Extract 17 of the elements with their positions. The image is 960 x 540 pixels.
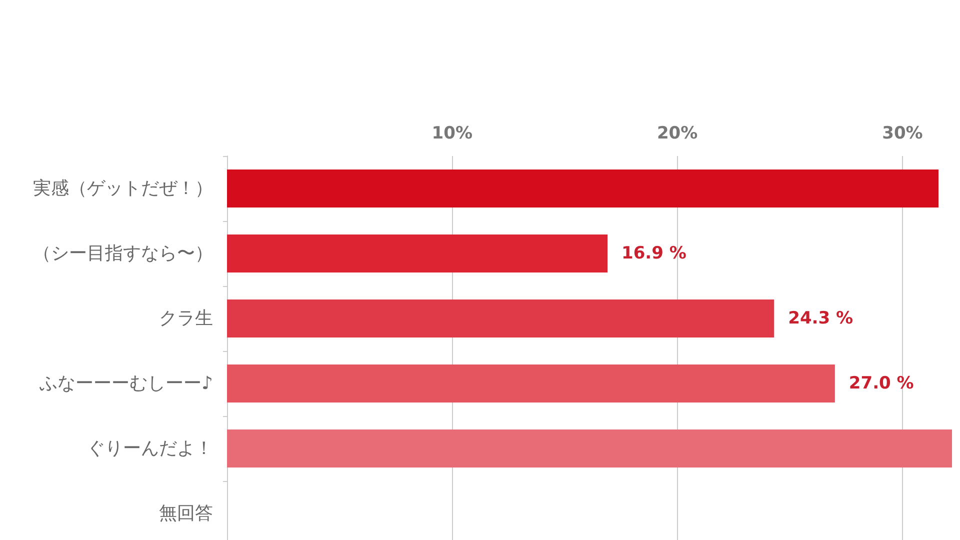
bar [227,430,952,468]
bar [227,364,835,402]
x-tick-label: 30% [882,124,923,144]
y-tick-label: ふなーーーむしーー♪ [38,373,213,394]
x-tick-label: 20% [656,124,698,144]
x-tick-label: 10% [432,124,473,144]
y-tick-label: 無回答 [159,503,213,524]
y-tick-label: クラ生 [159,308,213,329]
y-tick-label: （シー目指すなら〜） [33,243,213,264]
bar [227,170,938,208]
bar [227,234,608,272]
y-tick-label: ぐりーんだよ！ [87,438,213,459]
data-label: 16.9 % [622,244,686,264]
data-label: 24.3 % [788,308,854,328]
data-label: 27.0 % [848,374,914,394]
bar [227,300,774,338]
y-tick-label: 実感（ゲットだぜ！） [33,178,213,199]
